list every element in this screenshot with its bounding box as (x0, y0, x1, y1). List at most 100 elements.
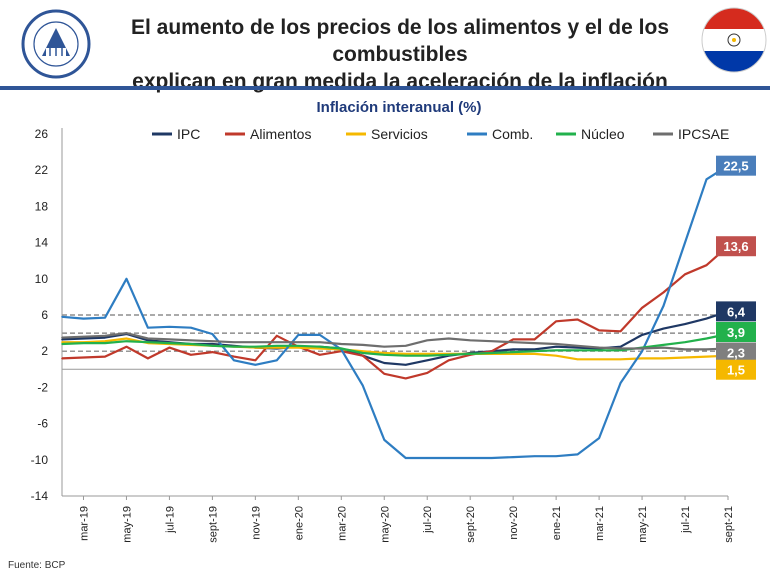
data-point (426, 353, 429, 355)
data-point (576, 318, 579, 321)
data-point (533, 348, 536, 351)
x-tick-label: ene-20 (293, 506, 305, 540)
x-tick-label: may-20 (379, 506, 391, 543)
data-point (383, 352, 386, 354)
end-label-badge: 22,5 (716, 155, 756, 176)
series-ipcsae (61, 332, 729, 351)
data-point (233, 341, 235, 343)
data-point (490, 340, 493, 343)
end-label-text: 13,6 (723, 239, 748, 254)
legend-label: Núcleo (581, 126, 625, 142)
header: El aumento de los precios de los aliment… (0, 0, 770, 93)
end-label-box (716, 359, 756, 380)
end-label-text: 22,5 (723, 159, 748, 174)
x-tick-label: jul-19 (164, 506, 176, 534)
data-point (555, 455, 557, 457)
data-point (684, 341, 686, 343)
data-point (404, 353, 407, 355)
x-tick-label: nov-19 (250, 506, 262, 540)
data-point (297, 334, 300, 336)
data-point (297, 346, 300, 349)
data-point (82, 342, 85, 344)
data-point (147, 339, 149, 342)
legend-item-nucleo: Núcleo (556, 126, 625, 142)
data-point (662, 327, 665, 330)
legend-item-comb: Comb. (467, 126, 533, 142)
chart-legend: IPC Alimentos Servicios Comb. Núcleo IPCSAE (152, 126, 729, 142)
data-point (340, 347, 343, 350)
end-label-badge: 1,5 (716, 359, 756, 380)
data-point (104, 335, 106, 337)
data-point (598, 349, 600, 352)
end-label-text: 6,4 (727, 304, 746, 319)
series-nucleo (61, 332, 729, 357)
data-point (576, 344, 579, 347)
data-point (147, 337, 149, 340)
data-point (104, 336, 106, 339)
chart-series (61, 164, 729, 460)
end-label-badge: 3,9 (716, 322, 756, 343)
x-tick-label: ene-21 (551, 506, 563, 540)
data-point (125, 345, 128, 348)
x-tick-label: jul-20 (422, 506, 434, 534)
y-tick-label: -2 (37, 380, 48, 394)
y-tick-label: 18 (35, 199, 49, 213)
inflation-chart: Inflación interanual (%) IPC Alimentos Ser… (31, 99, 756, 543)
end-label-box (716, 322, 756, 343)
data-point (297, 344, 300, 347)
x-tick-label: sept-19 (207, 506, 219, 543)
data-point (404, 354, 407, 357)
chart-title: Inflación interanual (%) (316, 99, 481, 116)
series-comb (61, 164, 729, 460)
legend-item-ipcsae: IPCSAE (653, 126, 729, 142)
data-point (340, 343, 343, 345)
data-point (276, 344, 278, 347)
data-point (641, 334, 643, 336)
data-point (190, 326, 192, 329)
data-point (555, 343, 557, 345)
y-tick-label: 6 (41, 308, 48, 322)
data-point (383, 439, 386, 441)
x-tick-label: jul-21 (680, 506, 692, 534)
end-label-box (716, 342, 756, 363)
y-tick-label: 10 (35, 272, 49, 286)
data-point (469, 457, 471, 459)
data-point (276, 359, 278, 362)
legend-label: Servicios (371, 126, 428, 142)
data-point (533, 353, 536, 355)
data-point (61, 343, 63, 345)
data-point (576, 453, 579, 456)
data-point (512, 456, 514, 458)
y-tick-label: -6 (37, 417, 48, 431)
data-point (512, 353, 514, 355)
data-point (555, 349, 557, 352)
legend-label: Comb. (492, 126, 533, 142)
data-point (684, 323, 686, 325)
data-point (211, 333, 214, 335)
data-point (125, 278, 128, 280)
data-point (490, 350, 493, 353)
end-label-text: 1,5 (727, 363, 745, 378)
data-point (61, 336, 63, 339)
data-point (576, 349, 579, 352)
legend-label: IPCSAE (678, 126, 729, 142)
data-point (319, 334, 321, 336)
data-point (662, 357, 665, 360)
data-point (254, 359, 257, 362)
data-point (383, 354, 386, 356)
data-point (297, 341, 300, 343)
data-point (705, 355, 708, 358)
data-point (104, 316, 106, 319)
x-tick-label: sept-21 (723, 506, 735, 543)
data-point (361, 354, 364, 357)
data-point (512, 341, 514, 343)
data-point (705, 178, 708, 181)
data-point (82, 317, 85, 320)
data-point (361, 350, 364, 353)
end-label-box (716, 155, 756, 176)
data-point (426, 354, 429, 357)
data-point (705, 337, 708, 340)
page-title: El aumento de los precios de los aliment… (100, 14, 700, 95)
data-point (104, 340, 106, 343)
data-point (147, 326, 149, 329)
